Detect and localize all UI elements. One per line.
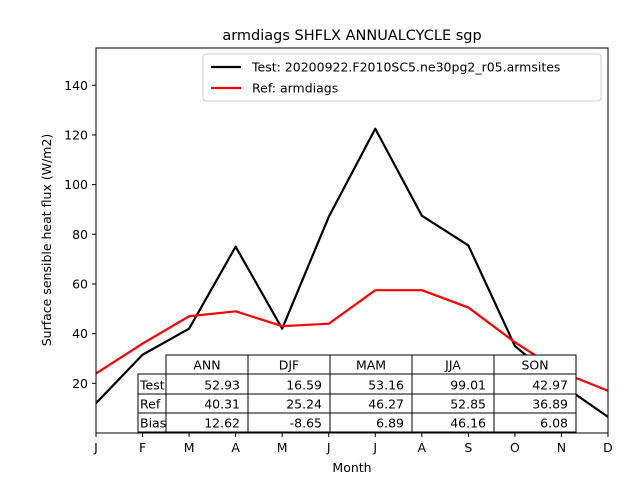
y-tick-label: 100 bbox=[64, 177, 88, 192]
y-axis: 20 40 60 80 100 120 140 bbox=[64, 78, 96, 391]
y-tick-label: 20 bbox=[72, 376, 88, 391]
x-tick-label: M bbox=[184, 440, 195, 455]
table-col-header: JJA bbox=[444, 358, 461, 373]
table-cell bbox=[493, 412, 577, 433]
y-tick-label: 120 bbox=[64, 127, 88, 142]
table-col-header: SON bbox=[521, 358, 548, 373]
x-tick-label: N bbox=[557, 440, 566, 455]
table-cell-value: 99.01 bbox=[450, 378, 486, 393]
x-tick-label: M bbox=[277, 440, 288, 455]
x-tick-label: J bbox=[326, 440, 331, 455]
x-tick-label: J bbox=[93, 440, 98, 455]
chart-title: armdiags SHFLX ANNUALCYCLE sgp bbox=[222, 28, 481, 44]
y-tick-label: 40 bbox=[72, 326, 88, 341]
x-tick-label: D bbox=[603, 440, 613, 455]
table-cell-value: 16.59 bbox=[286, 378, 322, 393]
x-tick-label: S bbox=[464, 440, 472, 455]
y-axis-label: Surface sensible heat flux (W/m2) bbox=[39, 134, 54, 347]
table-cell-value: 36.89 bbox=[532, 397, 568, 412]
x-tick-label: A bbox=[418, 440, 427, 455]
series-layer bbox=[95, 127, 609, 418]
table-cell-value: 25.24 bbox=[286, 397, 322, 412]
x-tick-label: O bbox=[510, 440, 520, 455]
table-cell-value: 53.16 bbox=[368, 378, 404, 393]
table-row-label: Ref bbox=[140, 397, 161, 412]
series-line-ref bbox=[95, 289, 609, 392]
table-cell-value: 46.27 bbox=[368, 397, 404, 412]
x-tick-label: A bbox=[231, 440, 240, 455]
table-col-header: ANN bbox=[193, 358, 220, 373]
table-row-label: Bias bbox=[140, 416, 166, 431]
plot-frame bbox=[95, 47, 609, 434]
table-row-label: Test bbox=[139, 378, 165, 393]
stats-table: ANN DJF MAM JJA SON Test 52.93 16.59 53.16 99.01 4… bbox=[137, 354, 577, 433]
table-cell-value: -8.65 bbox=[290, 416, 322, 431]
table-cell-value: 40.31 bbox=[204, 397, 240, 412]
x-axis-label: Month bbox=[332, 460, 371, 475]
x-tick-label: F bbox=[139, 440, 146, 455]
y-tick-label: 60 bbox=[72, 276, 88, 291]
legend: Test: 20200922.F2010SC5.ne30pg2_r05.arms… bbox=[202, 53, 602, 102]
table-cell-value: 52.85 bbox=[450, 397, 486, 412]
y-tick-label: 140 bbox=[64, 78, 88, 93]
table-cell-value: 6.08 bbox=[540, 416, 568, 431]
table-cell-value: 6.89 bbox=[376, 416, 404, 431]
legend-box bbox=[202, 53, 602, 102]
table-cell-value: 12.62 bbox=[204, 416, 240, 431]
table-cell-value: 52.93 bbox=[204, 378, 240, 393]
legend-label: Ref: armdiags bbox=[252, 81, 338, 96]
table-cell-value: 42.97 bbox=[532, 378, 568, 393]
legend-label: Test: 20200922.F2010SC5.ne30pg2_r05.arms… bbox=[251, 60, 560, 75]
table-col-header: MAM bbox=[356, 358, 386, 373]
series-line-test bbox=[95, 127, 609, 418]
table-col-header: DJF bbox=[279, 358, 300, 373]
y-tick-label: 80 bbox=[72, 227, 88, 242]
x-tick-label: J bbox=[372, 440, 377, 455]
table-cell-value: 46.16 bbox=[450, 416, 486, 431]
